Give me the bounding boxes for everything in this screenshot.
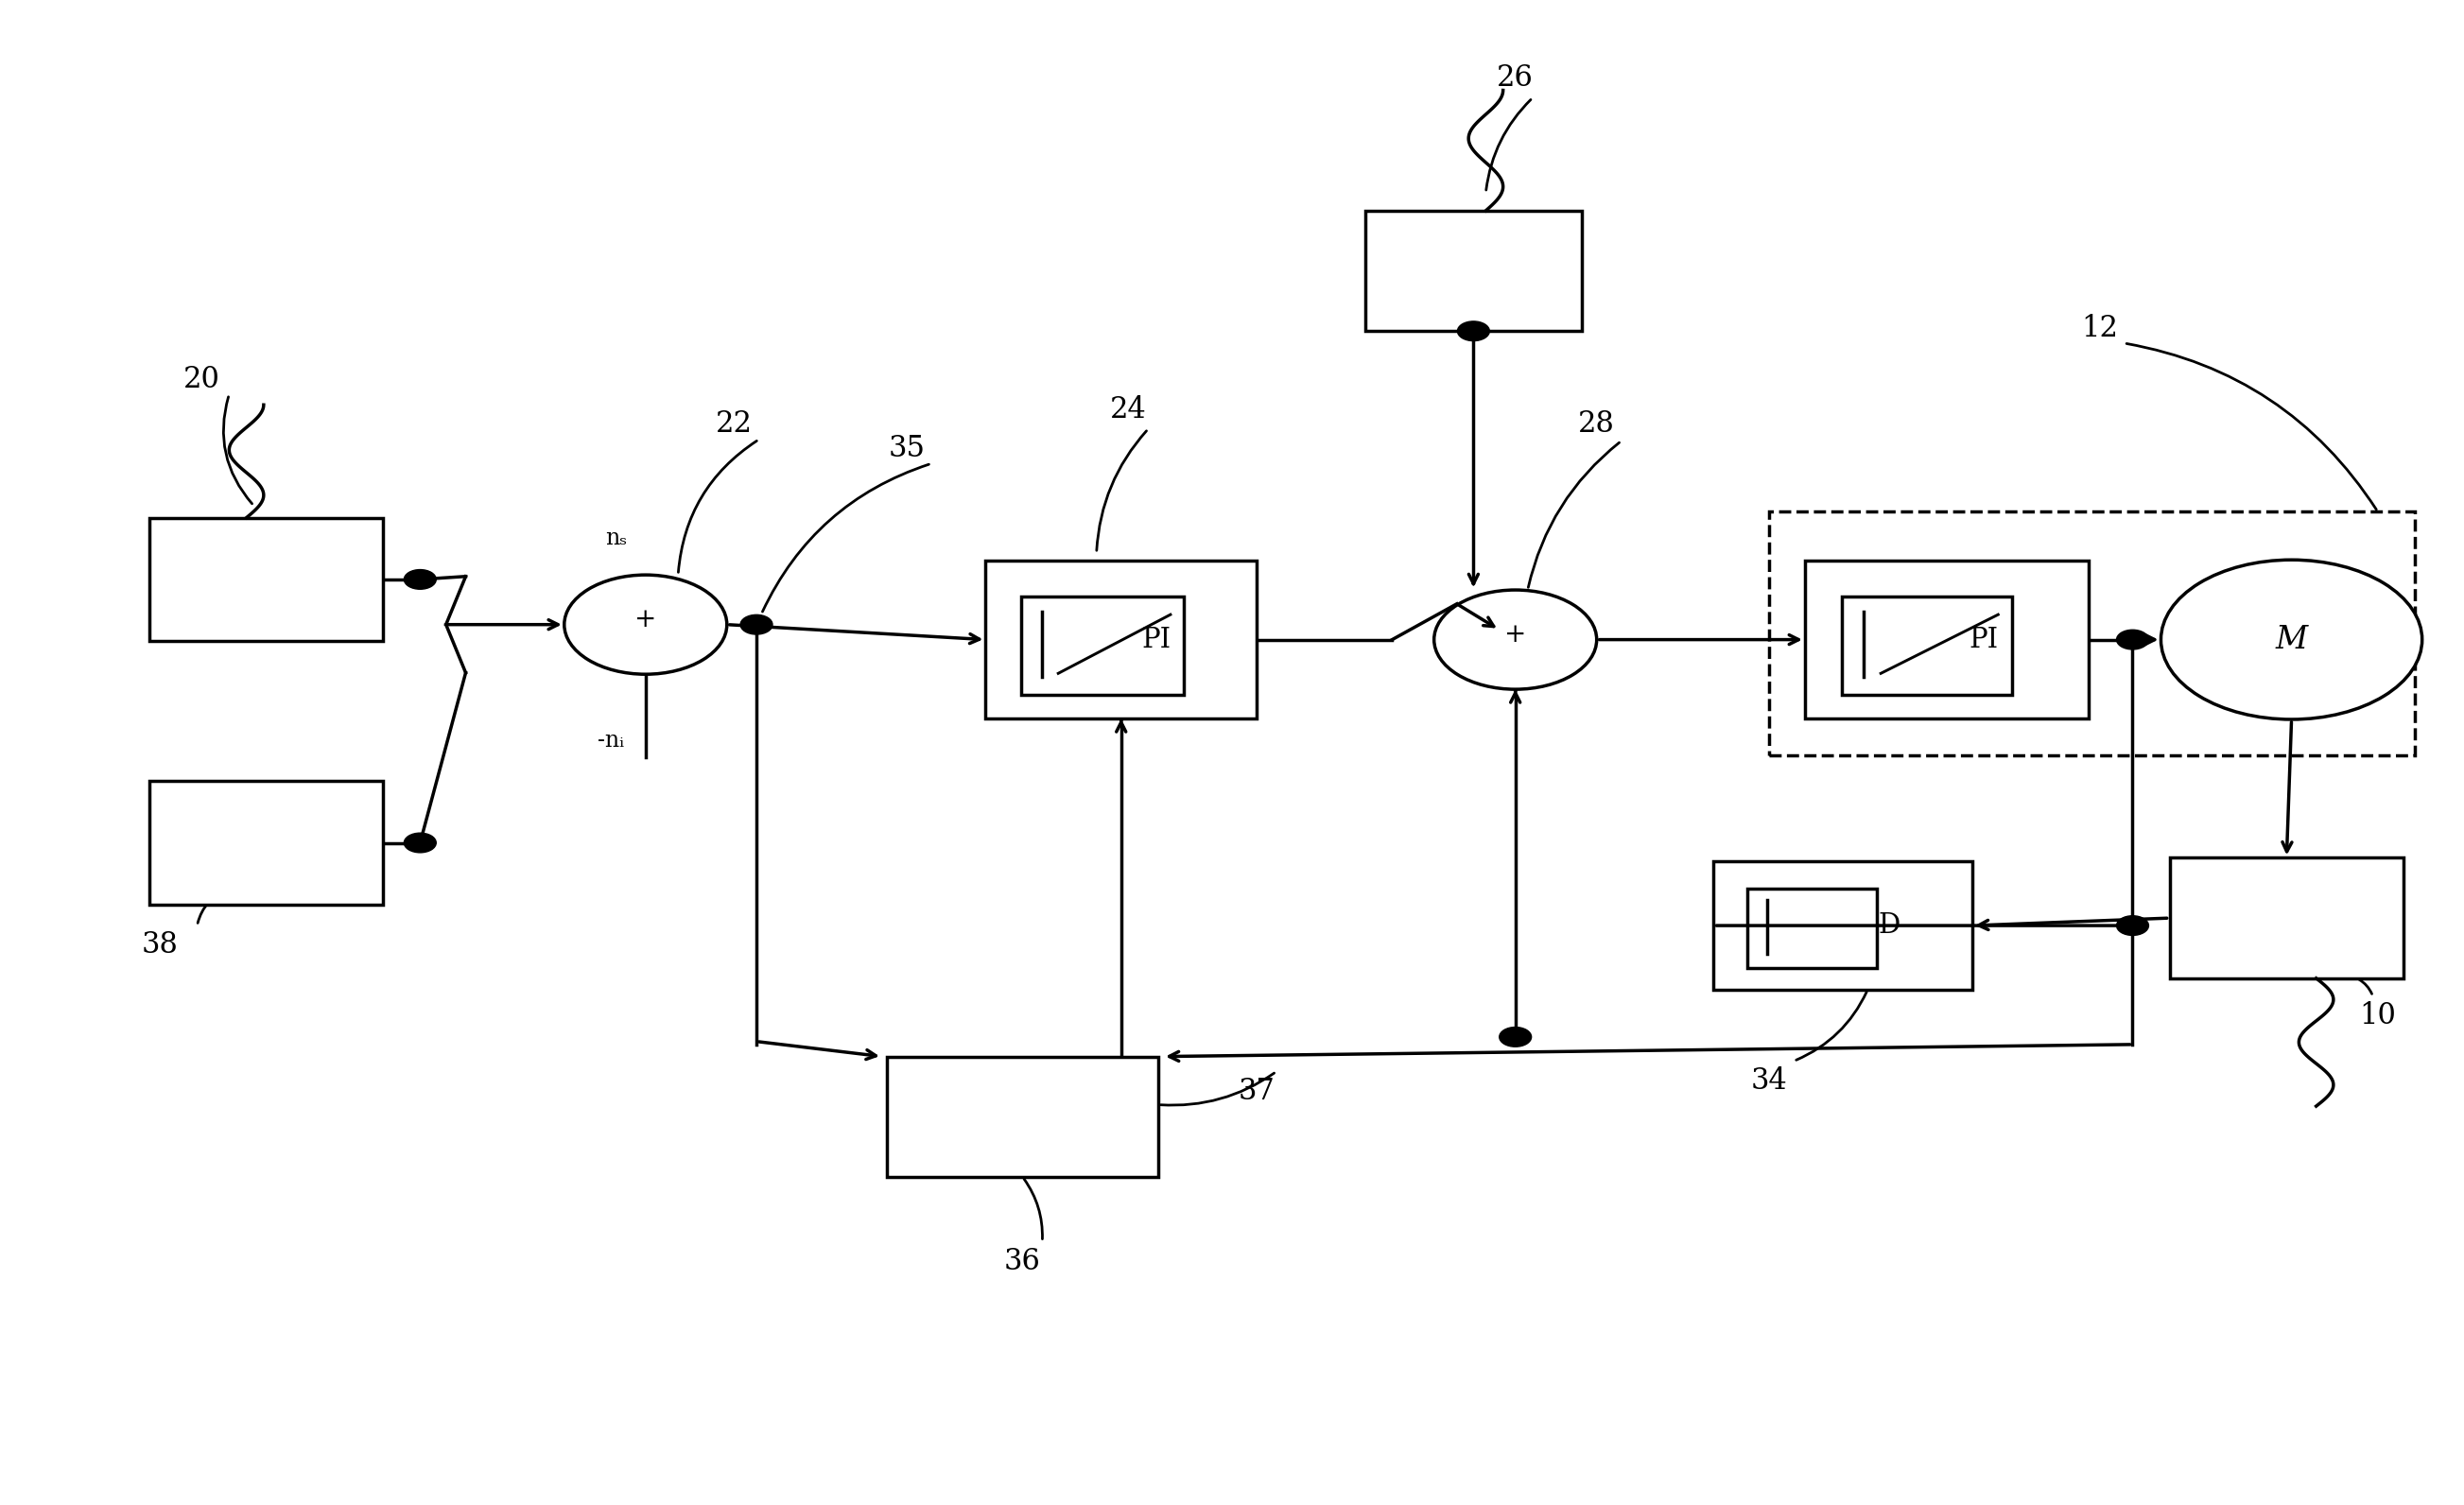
Bar (148, 518, 382, 641)
Bar (1769, 512, 2415, 756)
Text: 35: 35 (890, 433, 924, 464)
Text: 12: 12 (2082, 313, 2117, 343)
Text: 38: 38 (143, 930, 177, 960)
Circle shape (742, 616, 774, 635)
Text: 22: 22 (717, 409, 752, 439)
Circle shape (1456, 322, 1488, 342)
Bar (148, 781, 382, 905)
Text: PI: PI (1969, 626, 1998, 653)
Text: 20: 20 (185, 364, 219, 394)
Bar (1747, 888, 1878, 968)
Text: M: M (2274, 625, 2309, 655)
Circle shape (564, 575, 727, 674)
Circle shape (2117, 629, 2149, 650)
Circle shape (404, 834, 436, 852)
Text: 10: 10 (2361, 1001, 2395, 1031)
Text: PI: PI (1141, 626, 1170, 653)
Text: 26: 26 (1498, 63, 1533, 93)
Bar (1841, 597, 2011, 695)
Bar (986, 561, 1257, 719)
Circle shape (2117, 915, 2149, 935)
Text: nₛ: nₛ (606, 528, 626, 549)
Text: 36: 36 (1005, 1246, 1040, 1276)
Bar (1020, 597, 1183, 695)
Text: 37: 37 (1239, 1076, 1274, 1106)
Text: 34: 34 (1752, 1066, 1786, 1096)
Bar (2171, 858, 2405, 978)
Circle shape (404, 569, 436, 590)
Circle shape (2161, 560, 2422, 719)
Bar (1804, 561, 2089, 719)
Circle shape (1434, 590, 1597, 689)
Circle shape (1498, 1026, 1533, 1047)
Text: D: D (1878, 912, 1900, 939)
Bar (1715, 861, 1971, 990)
Text: -nᵢ: -nᵢ (599, 730, 623, 751)
Bar (1365, 211, 1582, 331)
Text: 24: 24 (1111, 394, 1146, 424)
Text: 28: 28 (1579, 409, 1614, 439)
Text: +: + (636, 608, 655, 632)
Bar (887, 1057, 1158, 1177)
Text: +: + (1506, 623, 1525, 647)
